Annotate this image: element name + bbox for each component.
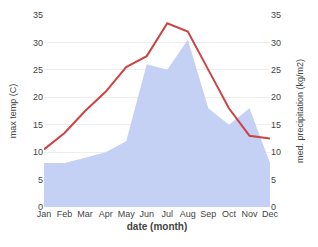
svg-text:Sep: Sep	[200, 209, 216, 219]
svg-text:25: 25	[271, 65, 281, 75]
svg-text:Oct: Oct	[222, 209, 237, 219]
svg-text:30: 30	[271, 38, 281, 48]
svg-text:10: 10	[271, 147, 281, 157]
svg-text:5: 5	[271, 175, 276, 185]
svg-text:30: 30	[33, 38, 43, 48]
svg-text:35: 35	[271, 10, 281, 20]
svg-text:20: 20	[33, 92, 43, 102]
svg-text:Mar: Mar	[77, 209, 93, 219]
svg-text:May: May	[118, 209, 136, 219]
svg-text:35: 35	[33, 10, 43, 20]
svg-text:10: 10	[33, 147, 43, 157]
svg-text:15: 15	[271, 120, 281, 130]
svg-text:med. precipitation (kg/m2): med. precipitation (kg/m2)	[295, 59, 305, 163]
svg-text:date (month): date (month)	[127, 221, 188, 232]
svg-text:Nov: Nov	[241, 209, 258, 219]
svg-text:Dec: Dec	[262, 209, 279, 219]
svg-text:Feb: Feb	[57, 209, 73, 219]
svg-text:25: 25	[33, 65, 43, 75]
svg-text:Jun: Jun	[139, 209, 154, 219]
svg-text:20: 20	[271, 92, 281, 102]
svg-text:5: 5	[38, 175, 43, 185]
svg-text:Aug: Aug	[180, 209, 196, 219]
svg-text:Jul: Jul	[162, 209, 174, 219]
svg-text:Jan: Jan	[37, 209, 52, 219]
svg-text:15: 15	[33, 120, 43, 130]
svg-text:max temp (C): max temp (C)	[8, 84, 18, 139]
svg-text:Apr: Apr	[99, 209, 113, 219]
svg-text:0: 0	[38, 202, 43, 212]
svg-text:0: 0	[271, 202, 276, 212]
